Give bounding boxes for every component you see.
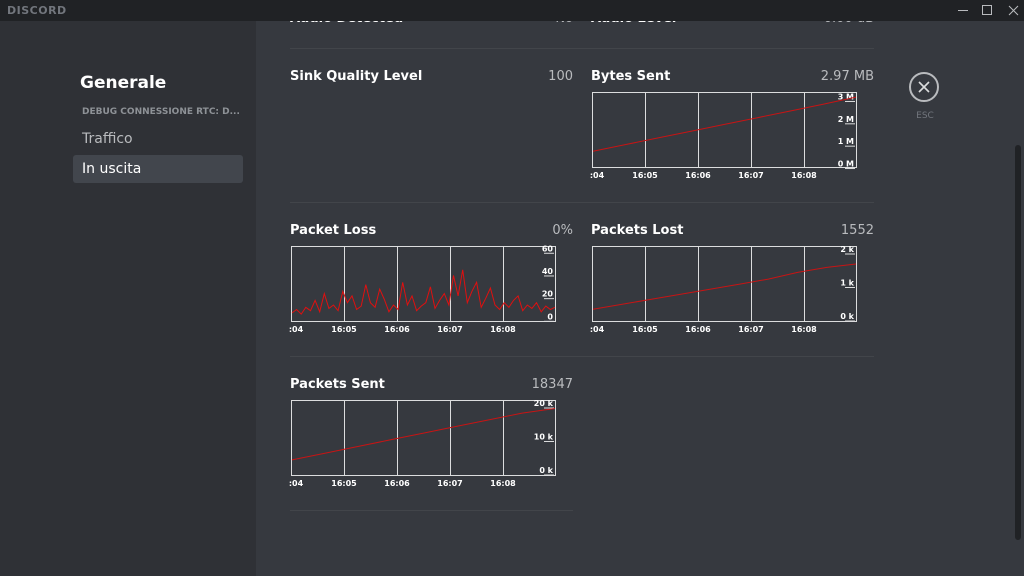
y-tick-label: 1 M [838, 137, 854, 146]
y-tick-label: 0 M [838, 160, 854, 169]
y-tick-label: 0 k [840, 312, 854, 321]
mini-chart: :04 16:05 16:06 16:07 16:08 3 M 2 M 1 M 0 M [590, 92, 857, 180]
x-tick-label: 16:06 [384, 479, 410, 488]
x-tick-label: :04 [590, 171, 605, 180]
x-tick-label: 16:06 [685, 325, 711, 334]
sidebar-section: DEBUG CONNESSIONE RTC: D... [82, 107, 240, 117]
y-tick-label: 3 M [838, 92, 854, 101]
x-tick-label: 16:07 [437, 479, 462, 488]
x-tick-label: 16:05 [331, 479, 357, 488]
x-tick-label: :04 [289, 479, 304, 488]
stat-label: Sink Quality Level [290, 69, 423, 84]
x-tick-label: 16:06 [384, 325, 410, 334]
x-tick-label: :04 [590, 325, 605, 334]
y-tick-label: 20 k [534, 399, 554, 408]
y-tick-label: 1 k [840, 278, 854, 287]
y-tick-label: 40 [542, 267, 554, 276]
y-tick-label: 10 k [534, 432, 554, 441]
x-tick-label: 16:07 [738, 171, 763, 180]
x-tick-label: 16:05 [632, 325, 658, 334]
stat-label: Packets Sent [290, 377, 385, 392]
plot-frame [291, 400, 556, 476]
x-tick-label: 16:06 [685, 171, 711, 180]
stat-value: 1552 [840, 223, 874, 238]
data-line [592, 96, 857, 152]
x-tick-label: 16:07 [738, 325, 763, 334]
y-tick-label: 20 [542, 290, 554, 299]
x-tick-label: 16:08 [791, 171, 817, 180]
stat-value: 18347 [531, 377, 573, 392]
close-icon [918, 81, 930, 93]
x-tick-label: :04 [289, 325, 304, 334]
plot-frame [592, 92, 857, 168]
stat-value: 100 [548, 69, 573, 84]
brand: DISCORD [7, 4, 67, 17]
x-tick-label: 16:08 [490, 479, 516, 488]
close-label: ESC [916, 111, 934, 121]
scrollbar[interactable] [1015, 145, 1021, 540]
x-tick-label: 16:05 [331, 325, 357, 334]
sidebar: Generale DEBUG CONNESSIONE RTC: D... Tra… [0, 0, 256, 576]
close-button[interactable] [909, 72, 939, 102]
mini-chart: :04 16:05 16:06 16:07 16:08 60 40 20 0 [289, 244, 556, 334]
y-tick-label: 2 M [838, 115, 854, 124]
stat-label: Packets Lost [591, 223, 684, 238]
plot-frame [291, 246, 556, 322]
row-separator [290, 356, 874, 357]
stat-label: Bytes Sent [591, 69, 671, 84]
window-controls[interactable] [924, 0, 1024, 21]
stat-label: Packet Loss [290, 223, 377, 238]
stat-value: 2.97 MB [820, 69, 874, 84]
row-separator [290, 510, 573, 511]
mini-chart: :04 16:05 16:06 16:07 16:08 20 k 10 k 0 k [289, 399, 556, 488]
plot-frame [592, 246, 857, 322]
x-tick-label: 16:05 [632, 171, 658, 180]
stat-value: 0% [552, 223, 573, 238]
x-tick-label: 16:08 [490, 325, 516, 334]
row-separator [290, 48, 874, 49]
mini-chart: :04 16:05 16:06 16:07 16:08 2 k 1 k 0 k [590, 245, 857, 334]
data-line [592, 263, 857, 310]
x-tick-label: 16:07 [437, 325, 462, 334]
nav-item[interactable]: Traffico [82, 131, 133, 147]
title-bar: DISCORD [0, 0, 1024, 21]
data-line [291, 408, 556, 461]
y-tick-label: 0 k [539, 466, 553, 475]
y-tick-label: 60 [542, 244, 554, 253]
x-tick-label: 16:08 [791, 325, 817, 334]
row-separator [290, 202, 874, 203]
y-tick-label: 0 [547, 312, 553, 321]
nav-item[interactable]: In uscita [73, 155, 243, 183]
sidebar-title: Generale [80, 73, 167, 93]
y-tick-label: 2 k [840, 245, 854, 254]
data-line [291, 269, 556, 315]
